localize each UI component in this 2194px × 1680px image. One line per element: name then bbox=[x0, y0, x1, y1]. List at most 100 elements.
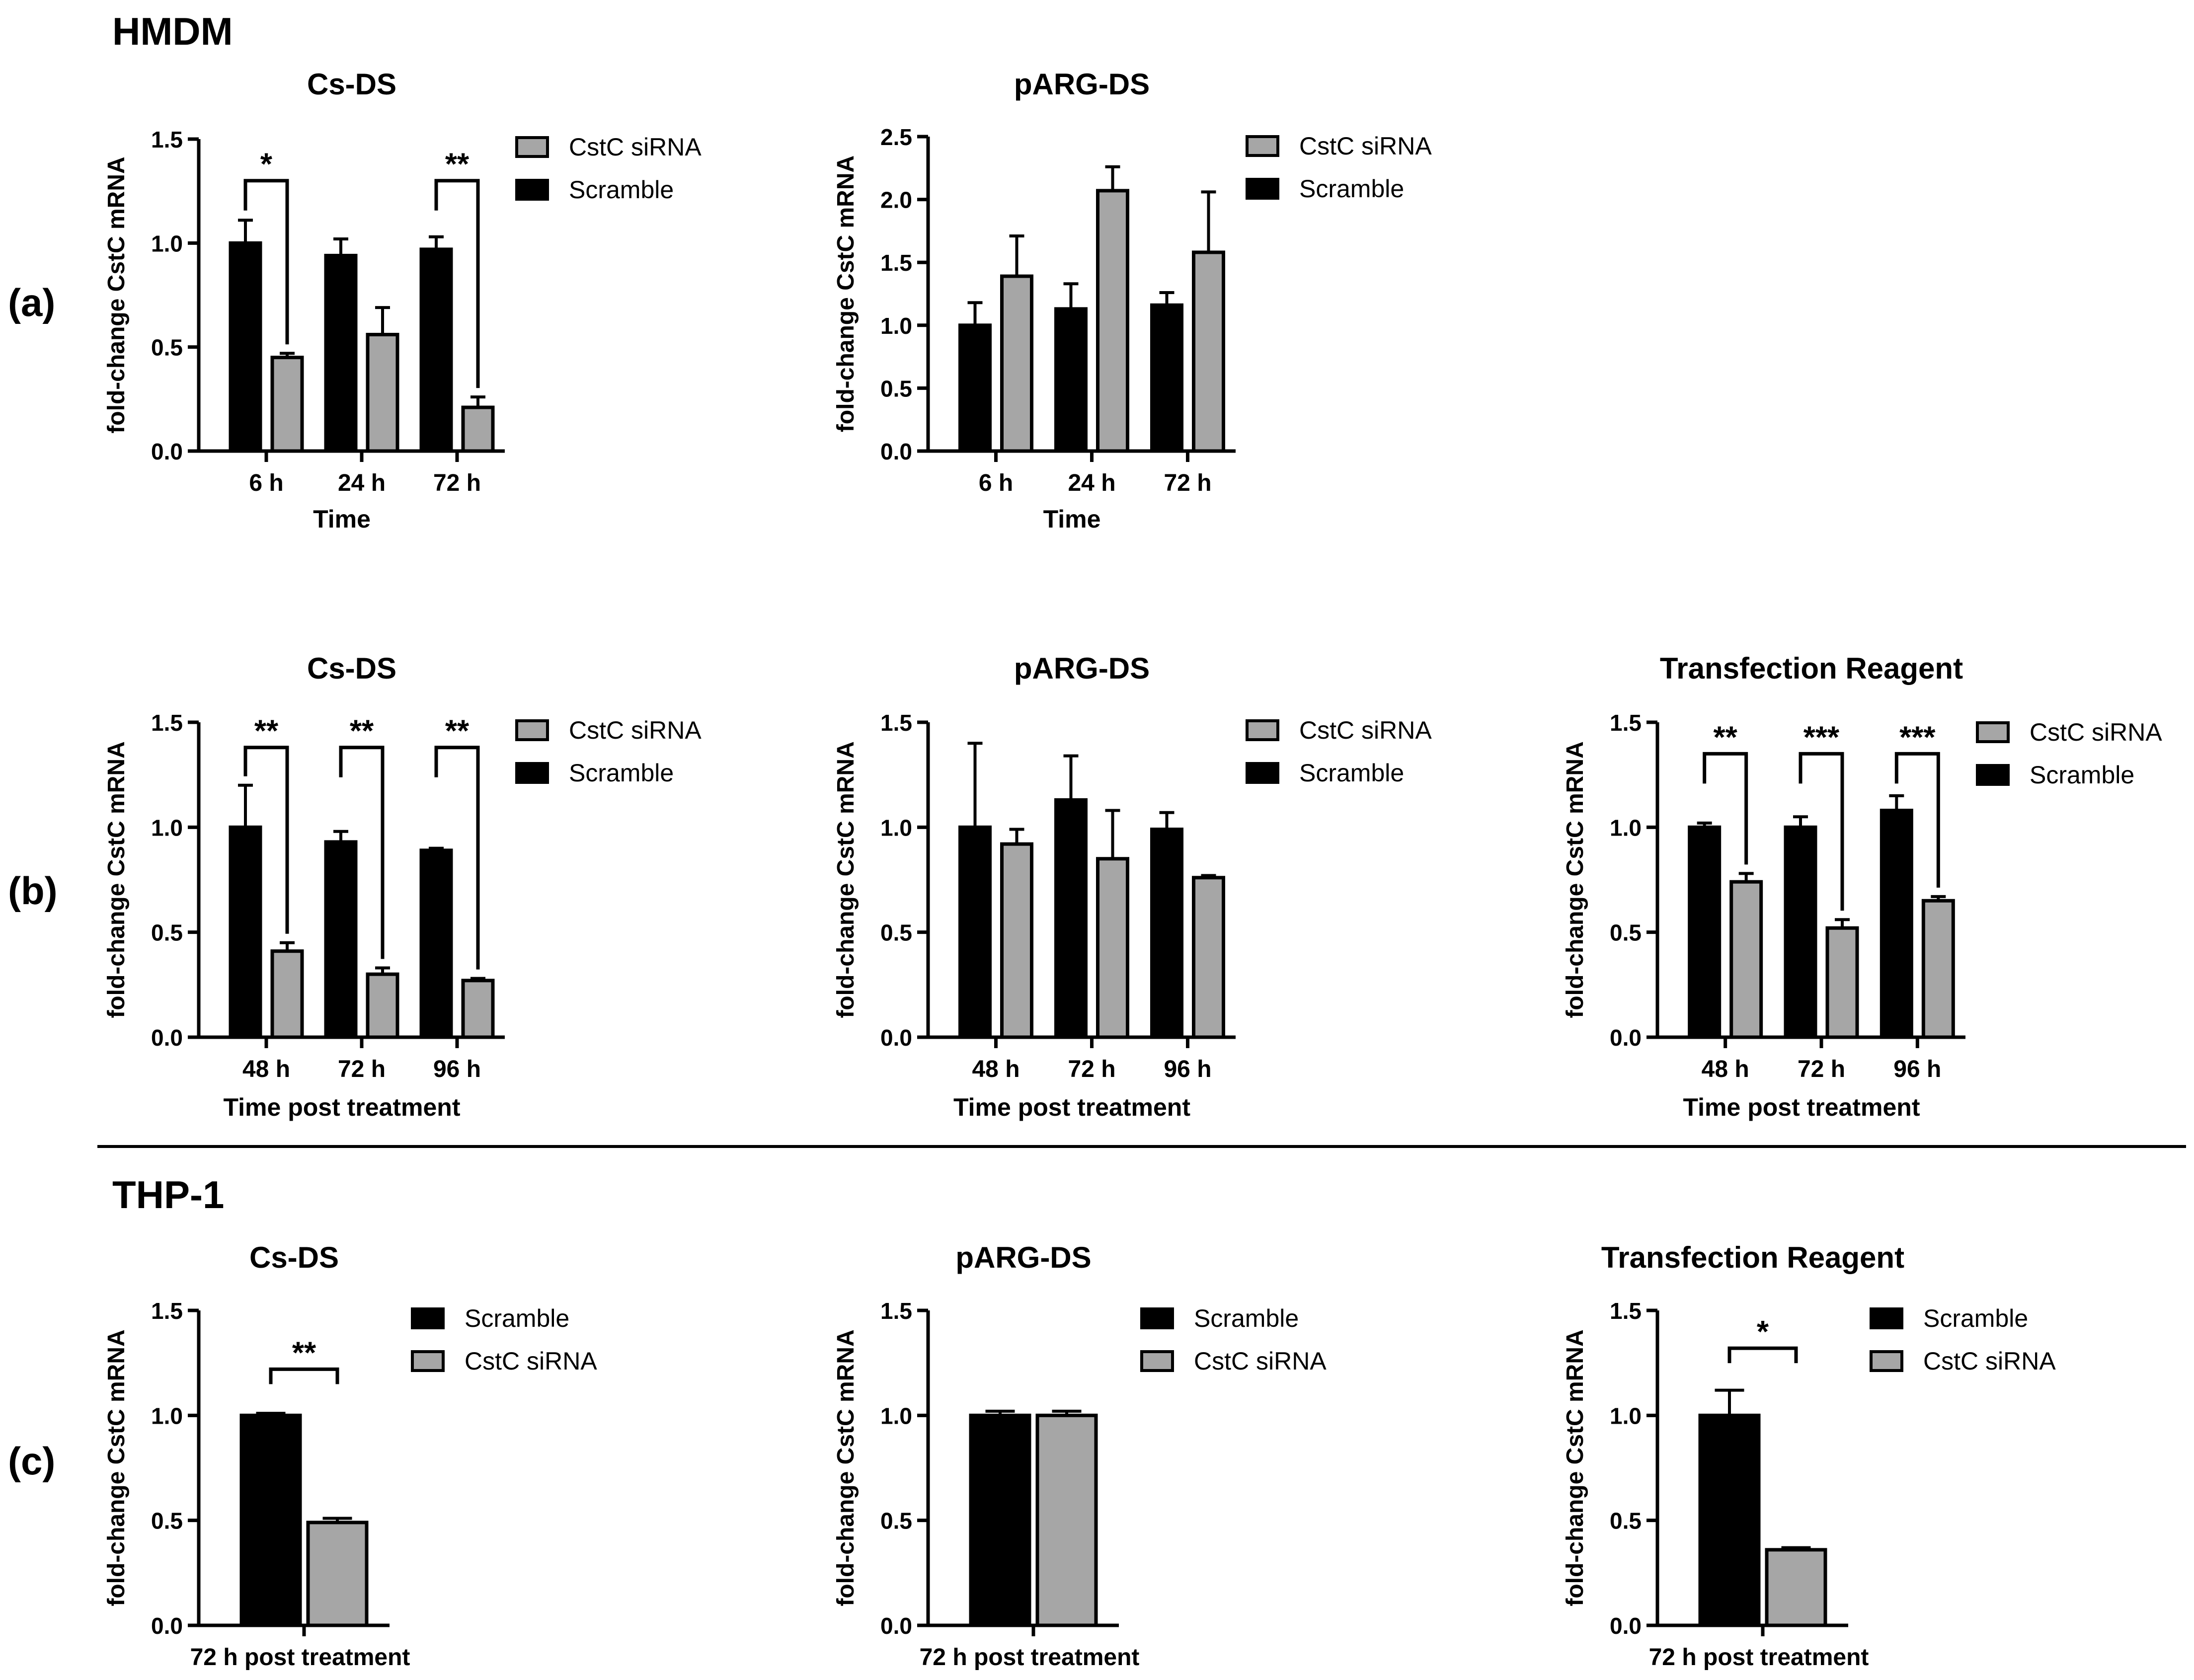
y-tick-label: 0.5 bbox=[151, 920, 183, 946]
bar-cstc-sirna bbox=[1035, 1413, 1098, 1627]
legend-label: Scramble bbox=[569, 759, 674, 787]
legend-label: Scramble bbox=[1194, 1304, 1299, 1332]
bar-scramble bbox=[1150, 828, 1183, 1039]
x-axis-label: Time bbox=[313, 505, 371, 533]
bar-cstc-sirna bbox=[461, 979, 495, 1039]
bar-cstc-sirna bbox=[1096, 857, 1129, 1039]
y-tick-label: 1.5 bbox=[880, 710, 912, 736]
y-tick-label: 0.0 bbox=[1610, 1025, 1642, 1051]
chart-b3: Transfection Reagent 0.0 0.5 1.0 1.5 fold-cha… bbox=[1562, 652, 2162, 1121]
y-axis-label: fold-change CstC mRNA bbox=[1562, 741, 1588, 1018]
significance-label: ** bbox=[445, 714, 470, 749]
y-tick-label: 1.5 bbox=[880, 250, 912, 276]
x-tick-label: 72 h bbox=[1164, 470, 1211, 496]
significance-bracket bbox=[339, 746, 385, 959]
legend-label: Scramble bbox=[1299, 759, 1404, 787]
bar-cstc-sirna bbox=[1192, 876, 1225, 1039]
significance-bracket bbox=[434, 746, 480, 970]
y-axis-label: fold-change CstC mRNA bbox=[833, 741, 859, 1018]
bar-cstc-sirna bbox=[270, 356, 304, 453]
legend-swatch bbox=[1246, 719, 1279, 741]
chart-b2: pARG-DS 0.0 0.5 1.0 1.5 fold-change CstC mRNA… bbox=[833, 652, 1432, 1121]
significance-label: *** bbox=[1803, 720, 1840, 755]
bar-cstc-sirna bbox=[461, 405, 495, 453]
legend-swatch bbox=[1246, 178, 1279, 200]
y-tick-label: 1.0 bbox=[151, 230, 183, 256]
chart-title: pARG-DS bbox=[1014, 68, 1150, 101]
bar-cstc-sirna bbox=[1000, 842, 1033, 1039]
bar-scramble bbox=[969, 1413, 1031, 1627]
row-label-c: (c) bbox=[8, 1439, 55, 1483]
y-tick-label: 2.5 bbox=[880, 124, 912, 150]
bar-scramble bbox=[1688, 825, 1722, 1039]
legend-label: CstC siRNA bbox=[569, 133, 702, 161]
bar-scramble bbox=[1698, 1413, 1761, 1627]
x-tick-label: 72 h post treatment bbox=[920, 1644, 1140, 1671]
chart-c3: Transfection Reagent 0.0 0.5 1.0 1.5 fold-cha… bbox=[1562, 1241, 2056, 1671]
x-tick-label: 72 h bbox=[433, 470, 481, 496]
y-tick-label: 0.0 bbox=[1610, 1613, 1642, 1639]
bar-scramble bbox=[1784, 825, 1817, 1039]
section-label-thp1: THP-1 bbox=[112, 1173, 224, 1217]
y-tick-label: 1.0 bbox=[880, 1403, 912, 1429]
x-tick-label: 6 h bbox=[979, 470, 1013, 496]
significance-label: * bbox=[260, 148, 273, 182]
bar-scramble bbox=[1880, 809, 1913, 1039]
y-tick-label: 1.5 bbox=[1610, 1298, 1642, 1324]
y-tick-label: 0.5 bbox=[880, 1508, 912, 1534]
y-tick-label: 1.0 bbox=[151, 815, 183, 840]
x-tick-label: 72 h bbox=[1068, 1056, 1115, 1082]
significance-label: * bbox=[1757, 1315, 1769, 1349]
chart-a2: pARG-DS 0.0 0.5 1.0 1.5 2.0 2.5 fold-change Cst… bbox=[833, 68, 1432, 533]
bar-scramble bbox=[1054, 307, 1088, 453]
legend-label: CstC siRNA bbox=[1299, 132, 1432, 160]
bar-cstc-sirna bbox=[366, 333, 399, 453]
significance-bracket bbox=[1727, 1346, 1798, 1364]
y-axis-label: fold-change CstC mRNA bbox=[833, 1329, 859, 1606]
chart-title: Cs-DS bbox=[307, 652, 396, 685]
y-tick-label: 0.5 bbox=[151, 335, 183, 361]
legend-label: CstC siRNA bbox=[465, 1347, 597, 1375]
legend-swatch bbox=[1976, 764, 2010, 786]
chart-title: Cs-DS bbox=[249, 1241, 339, 1274]
x-axis-label: Time post treatment bbox=[224, 1093, 461, 1121]
bar-scramble bbox=[1054, 798, 1088, 1039]
significance-label: ** bbox=[1714, 720, 1738, 755]
x-axis-label: Time bbox=[1043, 505, 1101, 533]
significance-label: ** bbox=[445, 148, 470, 182]
significance-label: ** bbox=[350, 714, 374, 749]
x-tick-label: 72 h post treatment bbox=[190, 1644, 410, 1671]
charts-container: Cs-DS 0.0 0.5 1.0 1.5 fold-change CstC mRNA 6 … bbox=[103, 68, 2162, 1671]
y-tick-label: 0.5 bbox=[880, 376, 912, 401]
x-axis-label: Time post treatment bbox=[953, 1093, 1190, 1121]
y-tick-label: 1.5 bbox=[880, 1298, 912, 1324]
bar-scramble bbox=[1150, 303, 1183, 453]
bar-cstc-sirna bbox=[1921, 899, 1955, 1039]
y-tick-label: 1.0 bbox=[1610, 815, 1642, 840]
significance-label: ** bbox=[292, 1336, 316, 1370]
y-tick-label: 0.0 bbox=[880, 1025, 912, 1051]
bar-cstc-sirna bbox=[1729, 880, 1763, 1039]
bar-cstc-sirna bbox=[1096, 189, 1129, 453]
legend-label: Scramble bbox=[569, 176, 674, 204]
x-tick-label: 48 h bbox=[972, 1056, 1019, 1082]
x-axis-label: Time post treatment bbox=[1683, 1093, 1920, 1121]
x-tick-label: 96 h bbox=[1164, 1056, 1211, 1082]
x-tick-label: 72 h bbox=[1798, 1056, 1845, 1082]
y-tick-label: 1.5 bbox=[151, 127, 183, 153]
legend-label: CstC siRNA bbox=[1194, 1347, 1327, 1375]
y-tick-label: 0.5 bbox=[151, 1508, 183, 1534]
y-tick-label: 0.5 bbox=[1610, 920, 1642, 946]
y-axis-label: fold-change CstC mRNA bbox=[833, 155, 859, 432]
legend-swatch bbox=[515, 719, 549, 741]
significance-bracket bbox=[434, 179, 480, 388]
legend-swatch bbox=[515, 136, 549, 158]
significance-bracket bbox=[1703, 752, 1748, 865]
chart-c2: pARG-DS 0.0 0.5 1.0 1.5 fold-change CstC mRNA… bbox=[833, 1241, 1327, 1671]
y-tick-label: 2.0 bbox=[880, 187, 912, 213]
y-tick-label: 1.5 bbox=[151, 710, 183, 736]
legend-swatch bbox=[515, 179, 549, 201]
chart-title: Transfection Reagent bbox=[1660, 652, 1963, 685]
legend-swatch bbox=[1246, 135, 1279, 157]
y-axis-label: fold-change CstC mRNA bbox=[103, 741, 130, 1018]
